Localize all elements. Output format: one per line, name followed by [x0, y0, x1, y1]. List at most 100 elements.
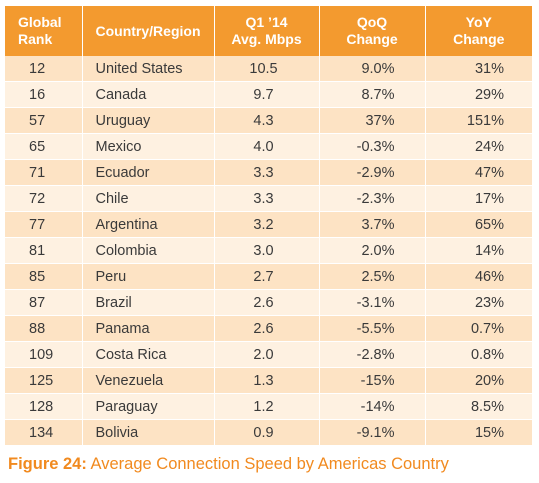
- cell-yoy-change: 0.8%: [425, 341, 532, 368]
- cell-qoq-change: 2.5%: [319, 263, 426, 290]
- cell-yoy-change: 15%: [425, 419, 532, 446]
- cell-global-rank: 12: [5, 56, 83, 82]
- cell-global-rank: 134: [5, 419, 83, 446]
- table-row: 81 Colombia 3.0 2.0% 14%: [5, 237, 532, 264]
- cell-global-rank: 88: [5, 315, 83, 342]
- cell-yoy-change: 151%: [425, 107, 532, 134]
- cell-country: Uruguay: [82, 107, 215, 134]
- table-row: 77 Argentina 3.2 3.7% 65%: [5, 211, 532, 238]
- cell-country: Costa Rica: [82, 341, 215, 368]
- cell-global-rank: 128: [5, 393, 83, 420]
- cell-qoq-change: 9.0%: [319, 56, 426, 82]
- cell-global-rank: 57: [5, 107, 83, 134]
- cell-global-rank: 125: [5, 367, 83, 394]
- cell-global-rank: 77: [5, 211, 83, 238]
- cell-yoy-change: 65%: [425, 211, 532, 238]
- cell-global-rank: 72: [5, 185, 83, 212]
- header-country-region: Country/Region: [82, 6, 215, 56]
- cell-country: Peru: [82, 263, 215, 290]
- cell-yoy-change: 29%: [425, 81, 532, 108]
- cell-yoy-change: 31%: [425, 56, 532, 82]
- cell-qoq-change: -9.1%: [319, 419, 426, 446]
- cell-avg-mbps: 4.3: [214, 107, 320, 134]
- speed-table-container: Global Rank Country/Region Q1 ’14 Avg. M…: [5, 6, 532, 446]
- cell-country: Brazil: [82, 289, 215, 316]
- cell-global-rank: 16: [5, 81, 83, 108]
- table-row: 57 Uruguay 4.3 37% 151%: [5, 107, 532, 134]
- cell-country: Venezuela: [82, 367, 215, 394]
- cell-avg-mbps: 2.6: [214, 289, 320, 316]
- table-row: 87 Brazil 2.6 -3.1% 23%: [5, 289, 532, 316]
- cell-avg-mbps: 3.0: [214, 237, 320, 264]
- cell-qoq-change: -5.5%: [319, 315, 426, 342]
- cell-avg-mbps: 0.9: [214, 419, 320, 446]
- cell-qoq-change: -3.1%: [319, 289, 426, 316]
- cell-qoq-change: -0.3%: [319, 133, 426, 160]
- header-qoq-change: QoQ Change: [319, 6, 426, 56]
- cell-avg-mbps: 9.7: [214, 81, 320, 108]
- cell-avg-mbps: 2.6: [214, 315, 320, 342]
- table-header: Global Rank Country/Region Q1 ’14 Avg. M…: [5, 6, 532, 56]
- cell-avg-mbps: 1.3: [214, 367, 320, 394]
- header-yoy-change: YoY Change: [425, 6, 532, 56]
- table-row: 16 Canada 9.7 8.7% 29%: [5, 81, 532, 108]
- figure-caption: Figure 24: Average Connection Speed by A…: [8, 455, 449, 474]
- cell-yoy-change: 20%: [425, 367, 532, 394]
- table-row: 88 Panama 2.6 -5.5% 0.7%: [5, 315, 532, 342]
- cell-country: Ecuador: [82, 159, 215, 186]
- table-row: 128 Paraguay 1.2 -14% 8.5%: [5, 393, 532, 420]
- cell-global-rank: 65: [5, 133, 83, 160]
- caption-label: Figure 24:: [8, 455, 87, 473]
- cell-qoq-change: 3.7%: [319, 211, 426, 238]
- cell-yoy-change: 23%: [425, 289, 532, 316]
- cell-qoq-change: -14%: [319, 393, 426, 420]
- cell-country: Canada: [82, 81, 215, 108]
- cell-qoq-change: -15%: [319, 367, 426, 394]
- cell-global-rank: 81: [5, 237, 83, 264]
- cell-qoq-change: 2.0%: [319, 237, 426, 264]
- cell-country: Mexico: [82, 133, 215, 160]
- cell-qoq-change: 8.7%: [319, 81, 426, 108]
- cell-yoy-change: 14%: [425, 237, 532, 264]
- header-row: Global Rank Country/Region Q1 ’14 Avg. M…: [5, 6, 532, 56]
- cell-country: Colombia: [82, 237, 215, 264]
- cell-avg-mbps: 3.3: [214, 159, 320, 186]
- speed-table: Global Rank Country/Region Q1 ’14 Avg. M…: [5, 6, 532, 446]
- cell-yoy-change: 8.5%: [425, 393, 532, 420]
- table-body: 12 United States 10.5 9.0% 31% 16 Canada 9.7 8.7…: [5, 56, 532, 446]
- cell-country: Argentina: [82, 211, 215, 238]
- cell-avg-mbps: 2.7: [214, 263, 320, 290]
- table-row: 134 Bolivia 0.9 -9.1% 15%: [5, 419, 532, 446]
- cell-country: United States: [82, 56, 215, 82]
- table-row: 85 Peru 2.7 2.5% 46%: [5, 263, 532, 290]
- cell-qoq-change: -2.3%: [319, 185, 426, 212]
- cell-yoy-change: 17%: [425, 185, 532, 212]
- cell-country: Panama: [82, 315, 215, 342]
- cell-avg-mbps: 10.5: [214, 56, 320, 82]
- cell-qoq-change: -2.9%: [319, 159, 426, 186]
- cell-yoy-change: 46%: [425, 263, 532, 290]
- cell-country: Paraguay: [82, 393, 215, 420]
- header-global-rank: Global Rank: [5, 6, 83, 56]
- cell-avg-mbps: 2.0: [214, 341, 320, 368]
- caption-text: Average Connection Speed by Americas Cou…: [86, 455, 449, 473]
- cell-qoq-change: -2.8%: [319, 341, 426, 368]
- cell-avg-mbps: 3.2: [214, 211, 320, 238]
- cell-avg-mbps: 4.0: [214, 133, 320, 160]
- table-row: 109 Costa Rica 2.0 -2.8% 0.8%: [5, 341, 532, 368]
- cell-yoy-change: 47%: [425, 159, 532, 186]
- table-row: 71 Ecuador 3.3 -2.9% 47%: [5, 159, 532, 186]
- cell-country: Bolivia: [82, 419, 215, 446]
- cell-avg-mbps: 1.2: [214, 393, 320, 420]
- cell-country: Chile: [82, 185, 215, 212]
- cell-qoq-change: 37%: [319, 107, 426, 134]
- cell-yoy-change: 0.7%: [425, 315, 532, 342]
- cell-yoy-change: 24%: [425, 133, 532, 160]
- cell-avg-mbps: 3.3: [214, 185, 320, 212]
- table-row: 12 United States 10.5 9.0% 31%: [5, 56, 532, 82]
- table-row: 125 Venezuela 1.3 -15% 20%: [5, 367, 532, 394]
- cell-global-rank: 87: [5, 289, 83, 316]
- cell-global-rank: 85: [5, 263, 83, 290]
- cell-global-rank: 109: [5, 341, 83, 368]
- header-avg-mbps: Q1 ’14 Avg. Mbps: [214, 6, 320, 56]
